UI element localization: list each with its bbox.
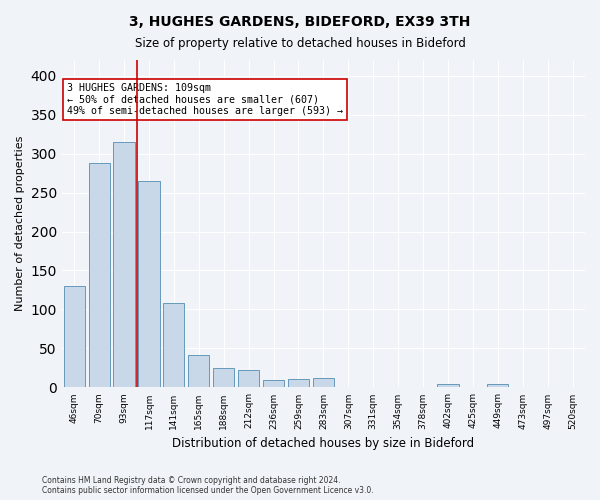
Bar — [113, 142, 134, 388]
Bar — [487, 384, 508, 388]
Text: Contains HM Land Registry data © Crown copyright and database right 2024.
Contai: Contains HM Land Registry data © Crown c… — [42, 476, 374, 495]
Bar — [139, 181, 160, 388]
Text: 3, HUGHES GARDENS, BIDEFORD, EX39 3TH: 3, HUGHES GARDENS, BIDEFORD, EX39 3TH — [130, 15, 470, 29]
Bar — [263, 380, 284, 388]
Bar — [238, 370, 259, 388]
Bar — [188, 354, 209, 388]
X-axis label: Distribution of detached houses by size in Bideford: Distribution of detached houses by size … — [172, 437, 475, 450]
Bar — [213, 368, 235, 388]
Bar — [437, 384, 458, 388]
Text: Size of property relative to detached houses in Bideford: Size of property relative to detached ho… — [134, 38, 466, 51]
Bar — [64, 286, 85, 388]
Bar — [313, 378, 334, 388]
Y-axis label: Number of detached properties: Number of detached properties — [15, 136, 25, 312]
Bar — [89, 163, 110, 388]
Text: 3 HUGHES GARDENS: 109sqm
← 50% of detached houses are smaller (607)
49% of semi-: 3 HUGHES GARDENS: 109sqm ← 50% of detach… — [67, 83, 343, 116]
Bar — [288, 379, 309, 388]
Bar — [163, 303, 184, 388]
